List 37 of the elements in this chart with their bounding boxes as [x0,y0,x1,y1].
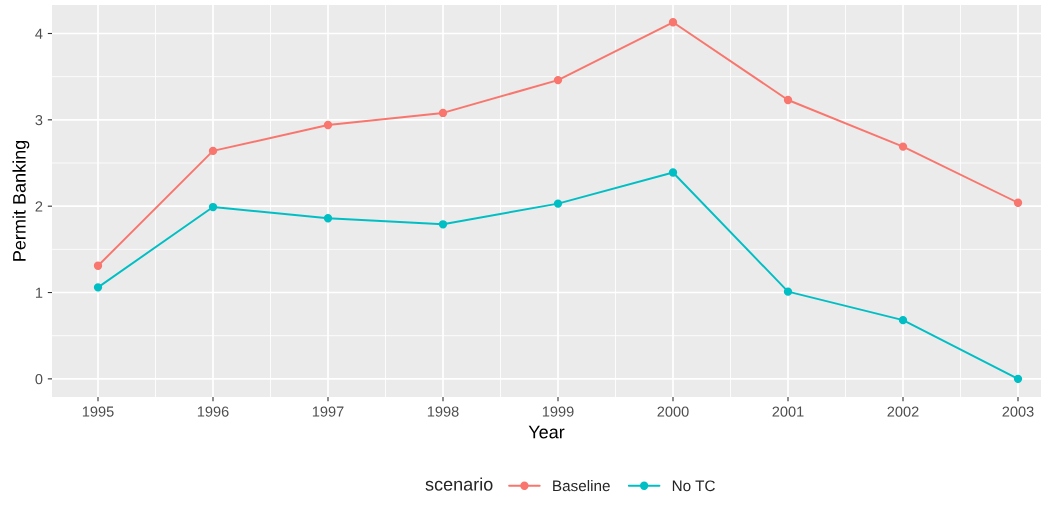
y-tick-label: 0 [35,373,43,385]
x-tick-label: 1997 [312,406,344,417]
x-tick-label: 2000 [657,406,689,417]
point [438,108,448,118]
point [668,18,678,27]
point [898,315,908,325]
y-tick-label: 2 [35,201,43,212]
point [93,283,103,292]
point [1013,374,1023,384]
y-tick-label: 4 [35,28,43,39]
point [898,142,908,151]
point [208,202,218,212]
point [323,214,333,223]
point [1013,198,1023,207]
x-tick-label: 1999 [542,406,574,417]
point [783,287,793,296]
point [323,120,333,130]
y-tick-label: 3 [35,114,43,126]
x-axis-title: Year [528,425,565,439]
legend-title: scenario [425,477,493,491]
point [93,261,103,270]
x-tick-label: 1998 [427,406,459,417]
x-tick-label: 2001 [772,406,804,417]
y-tick-label: 1 [35,287,43,298]
point [438,220,448,229]
point [668,168,678,177]
x-tick-label: 1995 [82,406,114,417]
point [783,95,793,105]
x-tick-label: 2003 [1002,406,1034,417]
x-tick-label: 2002 [887,406,919,417]
point [553,199,563,208]
point [553,75,563,85]
x-tick-label: 1996 [197,406,229,417]
legend-label: Baseline [553,480,610,492]
legend-label: No TC [672,480,715,492]
y-axis-title: Permit Banking [12,140,30,261]
point [208,146,218,156]
